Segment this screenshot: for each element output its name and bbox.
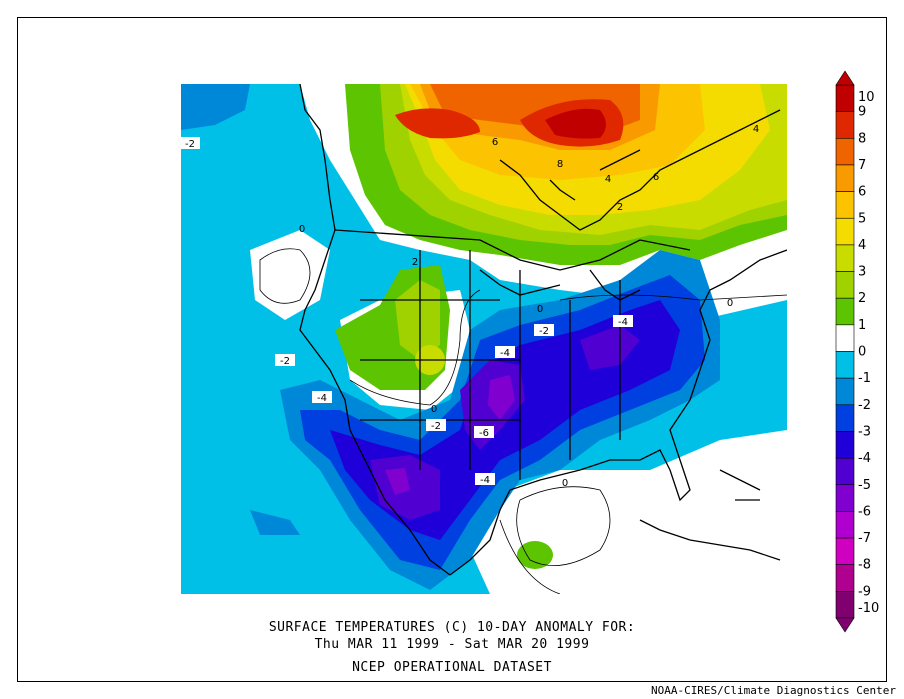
colorbar-label: 10 bbox=[858, 90, 875, 105]
colorbar-segment bbox=[835, 351, 855, 379]
colorbar-segment bbox=[835, 537, 855, 565]
svg-text:-2: -2 bbox=[539, 326, 549, 337]
svg-text:-2: -2 bbox=[431, 421, 441, 432]
svg-text:-4: -4 bbox=[317, 393, 327, 404]
colorbar-max-arrow bbox=[835, 70, 855, 86]
boxed-label: -6 bbox=[474, 426, 494, 439]
colorbar-segment bbox=[835, 191, 855, 219]
colorbar-label: 3 bbox=[858, 265, 866, 280]
colorbar-label: -10 bbox=[858, 601, 879, 616]
colorbar-label: 4 bbox=[858, 238, 866, 253]
colorbar-segment bbox=[835, 431, 855, 459]
boxed-label: -2 bbox=[275, 354, 295, 367]
colorbar-segment bbox=[835, 297, 855, 326]
colorbar-segment bbox=[835, 271, 855, 299]
colorbar-segment bbox=[835, 511, 855, 539]
svg-text:-4: -4 bbox=[500, 348, 510, 359]
colorbar-segment bbox=[835, 324, 855, 352]
colorbar-segment bbox=[835, 111, 855, 139]
boxed-label: -2 bbox=[180, 137, 200, 150]
svg-text:-2: -2 bbox=[280, 356, 290, 367]
colorbar-label: 7 bbox=[858, 158, 866, 173]
contour-label: 2 bbox=[412, 257, 418, 268]
coastlines bbox=[299, 84, 787, 576]
colorbar-segment bbox=[835, 404, 855, 432]
colorbar-segment bbox=[835, 138, 855, 166]
colorbar-label: 6 bbox=[858, 185, 866, 200]
colorbar-label: -7 bbox=[858, 531, 871, 546]
contour-label: 4 bbox=[753, 124, 759, 135]
colorbar-label: -4 bbox=[858, 451, 871, 466]
boxed-label: -2 bbox=[426, 419, 446, 432]
colorbar-segment bbox=[835, 84, 855, 112]
colorbar-segment bbox=[835, 164, 855, 192]
colorbar-min-arrow bbox=[835, 617, 855, 633]
boxed-label: -4 bbox=[475, 473, 495, 486]
boxed-label: -4 bbox=[613, 315, 633, 328]
title-line-1: SURFACE TEMPERATURES (C) 10-DAY ANOMALY … bbox=[268, 620, 636, 635]
colorbar-label: -1 bbox=[858, 371, 871, 386]
contour-label: 6 bbox=[653, 172, 659, 183]
colorbar-label: 1 bbox=[858, 318, 866, 333]
colorbar-label: -2 bbox=[858, 398, 871, 413]
contour-labels: 6 8 4 6 4 2 2 0 0 0 0 0 -2 -2 -2 -2 -4 bbox=[180, 124, 759, 489]
boxed-label: -4 bbox=[312, 391, 332, 404]
title-line-2: Thu MAR 11 1999 - Sat MAR 20 1999 bbox=[314, 637, 590, 652]
contour-label: 0 bbox=[299, 224, 305, 235]
colorbar-segment bbox=[835, 217, 855, 246]
credit: NOAA-CIRES/Climate Diagnostics Center bbox=[650, 684, 896, 697]
svg-text:-4: -4 bbox=[618, 317, 628, 328]
boxed-label: -4 bbox=[495, 346, 515, 359]
contour-label: 6 bbox=[492, 137, 498, 148]
contour-label: 0 bbox=[727, 298, 733, 309]
colorbar-segment bbox=[835, 377, 855, 406]
colorbar-label: 2 bbox=[858, 291, 866, 306]
colorbar-label: -6 bbox=[858, 504, 871, 519]
contour-label: 0 bbox=[431, 404, 437, 415]
plot-frame bbox=[17, 17, 887, 682]
colorbar-label: -5 bbox=[858, 478, 871, 493]
svg-text:-2: -2 bbox=[185, 139, 195, 150]
contour-label: 0 bbox=[537, 304, 543, 315]
svg-text:-6: -6 bbox=[479, 428, 489, 439]
colorbar-label: -8 bbox=[858, 558, 871, 573]
contour-lines bbox=[259, 248, 787, 594]
colorbar-label: 8 bbox=[858, 131, 866, 146]
colorbar-segment bbox=[835, 564, 855, 592]
anomaly-field bbox=[181, 84, 787, 594]
colorbar-label: -9 bbox=[858, 584, 871, 599]
colorbar-label: 9 bbox=[858, 105, 866, 120]
colorbar-segment bbox=[835, 457, 855, 486]
colorbar-segment bbox=[835, 591, 855, 619]
title-line-3: NCEP OPERATIONAL DATASET bbox=[352, 660, 552, 675]
contour-label: 8 bbox=[557, 159, 563, 170]
colorbar-segment bbox=[835, 244, 855, 272]
contour-label: 0 bbox=[562, 478, 568, 489]
colorbar-segment bbox=[835, 484, 855, 512]
boxed-label: -2 bbox=[534, 324, 554, 337]
contour-label: 4 bbox=[605, 174, 611, 185]
colorbar-label: 5 bbox=[858, 211, 866, 226]
svg-text:-4: -4 bbox=[480, 475, 490, 486]
contour-label: 2 bbox=[617, 202, 623, 213]
colorbar-label: 0 bbox=[858, 345, 866, 360]
colorbar-label: -3 bbox=[858, 424, 871, 439]
